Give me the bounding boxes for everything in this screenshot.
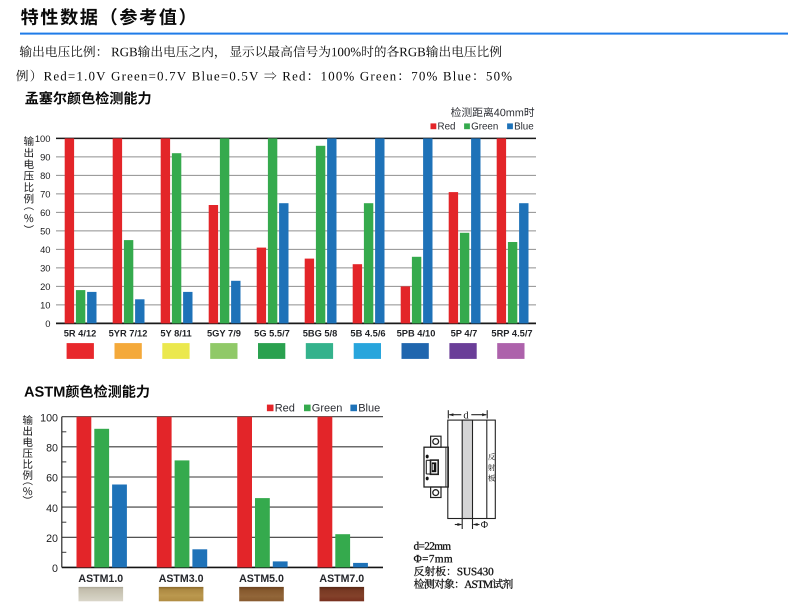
svg-text:90: 90	[40, 151, 50, 162]
svg-text:d: d	[463, 410, 469, 421]
svg-text:20: 20	[40, 281, 50, 292]
svg-text:Red: Red	[438, 122, 456, 133]
svg-text:5PB 4/10: 5PB 4/10	[397, 329, 436, 339]
svg-text:100: 100	[40, 412, 58, 424]
svg-text:Green: Green	[312, 403, 343, 415]
svg-text:100: 100	[35, 133, 51, 144]
svg-text:Blue: Blue	[358, 403, 380, 415]
svg-text:5P 4/7: 5P 4/7	[451, 329, 478, 339]
svg-text:40: 40	[46, 503, 58, 515]
svg-text:50: 50	[40, 225, 50, 236]
svg-text:Green: Green	[471, 122, 498, 133]
svg-text:80: 80	[46, 443, 58, 455]
svg-text:Φ: Φ	[481, 520, 488, 531]
svg-text:5RP 4.5/7: 5RP 4.5/7	[491, 329, 532, 339]
svg-text:ASTM1.0: ASTM1.0	[78, 573, 123, 585]
svg-text:20: 20	[46, 533, 58, 545]
svg-text:10: 10	[40, 299, 50, 310]
svg-text:5G 5.5/7: 5G 5.5/7	[254, 329, 290, 339]
svg-text:ASTM7.0: ASTM7.0	[319, 573, 364, 585]
svg-text:40: 40	[40, 244, 50, 255]
svg-text:ASTM3.0: ASTM3.0	[159, 573, 204, 585]
svg-text:5YR 7/12: 5YR 7/12	[109, 329, 148, 339]
svg-text:5B 4.5/6: 5B 4.5/6	[350, 329, 385, 339]
svg-text:Blue: Blue	[514, 122, 534, 133]
svg-text:0: 0	[52, 563, 58, 575]
svg-text:60: 60	[40, 207, 50, 218]
svg-text:60: 60	[46, 473, 58, 485]
svg-text:5BG 5/8: 5BG 5/8	[303, 329, 338, 339]
svg-text:5GY 7/9: 5GY 7/9	[207, 329, 241, 339]
svg-text:70: 70	[40, 188, 50, 199]
svg-text:0: 0	[45, 318, 50, 329]
svg-text:5Y 8/11: 5Y 8/11	[160, 329, 191, 339]
svg-text:30: 30	[40, 262, 50, 273]
svg-text:80: 80	[40, 170, 50, 181]
svg-text:Red: Red	[275, 403, 295, 415]
svg-text:5R 4/12: 5R 4/12	[64, 329, 97, 339]
svg-text:ASTM5.0: ASTM5.0	[239, 573, 284, 585]
